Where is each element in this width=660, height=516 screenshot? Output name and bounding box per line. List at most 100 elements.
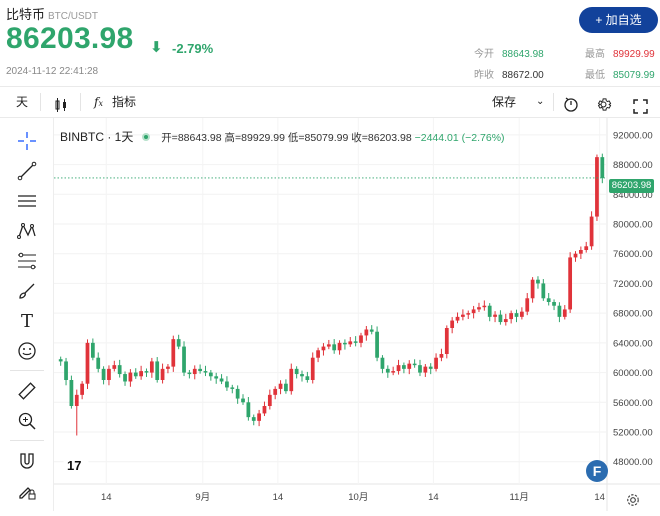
- candle: [423, 364, 428, 377]
- candle: [80, 381, 85, 400]
- candle: [407, 360, 412, 375]
- candle: [262, 401, 267, 417]
- x-tick-label: 14: [101, 492, 112, 503]
- stat-prev-close: 昨收 88672.00: [474, 70, 544, 81]
- timestamp: 2024-11-12 22:41:28: [6, 66, 99, 77]
- candle: [525, 293, 530, 316]
- candle: [69, 375, 74, 409]
- candle: [461, 309, 465, 321]
- chart-toolbar: 天 fx 指标 保存 ⌄: [0, 86, 660, 118]
- candle: [176, 334, 181, 350]
- candle: [182, 341, 186, 377]
- candle: [477, 302, 481, 313]
- magnet-icon[interactable]: [14, 448, 40, 474]
- price-chart[interactable]: 92000.00 88000.00 84000.00 80000.00 76000.00…: [54, 118, 660, 511]
- candle: [541, 279, 546, 301]
- brush-icon[interactable]: [14, 278, 40, 304]
- legend-low: 低=85079.99: [287, 132, 349, 144]
- change-percent: -2.79%: [172, 41, 214, 56]
- candle: [235, 385, 240, 404]
- candle: [353, 336, 358, 347]
- candle: [74, 389, 79, 436]
- y-tick-label: 48000.00: [613, 457, 653, 468]
- tradingview-logo-icon[interactable]: 17: [63, 454, 89, 476]
- y-tick-label: 88000.00: [613, 160, 653, 171]
- last-price-tag: 86203.98: [609, 179, 654, 193]
- y-tick-label: 84000.00: [613, 190, 653, 201]
- candle: [192, 365, 197, 380]
- lock-pencil-icon[interactable]: [14, 478, 40, 504]
- candle: [343, 339, 347, 350]
- indicators-button[interactable]: 指标: [112, 95, 137, 109]
- candle: [310, 352, 315, 384]
- fullscreen-icon[interactable]: [633, 95, 648, 114]
- candle: [139, 365, 143, 380]
- candle: [155, 357, 160, 383]
- candle: [316, 347, 320, 363]
- ruler-icon[interactable]: [14, 378, 40, 404]
- chevron-down-icon[interactable]: ⌄: [536, 96, 545, 107]
- horizontal-lines-icon[interactable]: [14, 188, 40, 214]
- save-button[interactable]: 保存: [492, 95, 517, 109]
- candle: [246, 397, 251, 421]
- candle: [471, 305, 476, 319]
- candle: [112, 360, 117, 372]
- chart-settings-icon[interactable]: [626, 493, 640, 512]
- candle: [493, 311, 497, 323]
- legend-high: 高=89929.99: [224, 132, 285, 144]
- candle: [273, 386, 278, 400]
- pattern-icon[interactable]: [14, 218, 40, 244]
- candle: [578, 246, 583, 259]
- function-icon[interactable]: fx: [94, 95, 103, 109]
- candle: [337, 340, 342, 355]
- candle: [171, 335, 176, 372]
- zoom-in-icon[interactable]: [14, 408, 40, 434]
- legend-close: 收=86203.98: [351, 132, 412, 144]
- candle: [219, 374, 224, 385]
- candle: [332, 339, 337, 354]
- emoji-icon[interactable]: [14, 338, 40, 364]
- x-tick-label: 11月: [510, 492, 529, 503]
- candle: [536, 276, 540, 289]
- alert-icon[interactable]: [563, 94, 580, 112]
- candle: [58, 356, 63, 366]
- candle: [530, 277, 535, 303]
- y-tick-label: 72000.00: [613, 279, 653, 290]
- fib-retracement-icon[interactable]: [14, 248, 40, 274]
- x-tick-label: 14: [428, 492, 439, 503]
- interval-selector[interactable]: 天: [16, 95, 29, 109]
- candle: [498, 310, 503, 325]
- candle: [444, 325, 449, 359]
- y-tick-label: 52000.00: [613, 428, 653, 439]
- candle: [466, 310, 471, 320]
- current-price: 86203.98: [6, 22, 134, 55]
- candle-type-icon[interactable]: [53, 94, 69, 112]
- text-tool-icon[interactable]: T: [20, 310, 33, 332]
- candle: [241, 394, 245, 405]
- pair-title: 比特币 BTC/USDT: [6, 4, 98, 23]
- candle: [385, 365, 390, 378]
- crosshair-icon[interactable]: [14, 128, 40, 154]
- candle: [267, 389, 272, 410]
- brand-f-logo-icon: F: [586, 460, 608, 482]
- candle: [482, 300, 487, 311]
- candle: [208, 369, 213, 381]
- x-tick-label: 14: [273, 492, 284, 503]
- add-watchlist-button[interactable]: + 加自选: [579, 7, 658, 33]
- x-tick-label: 9月: [195, 492, 210, 503]
- candle: [557, 302, 562, 323]
- candle: [278, 380, 283, 395]
- candle: [573, 251, 578, 262]
- settings-gear-icon[interactable]: [595, 94, 612, 112]
- stat-high: 最高 89929.99: [585, 49, 655, 60]
- candle: [123, 371, 127, 386]
- trend-line-icon[interactable]: [14, 158, 40, 184]
- legend-change: −2444.01 (−2.76%): [414, 132, 505, 144]
- candle: [128, 369, 133, 387]
- candlestick-chart-svg[interactable]: 92000.00 88000.00 84000.00 80000.00 76000.00…: [54, 118, 660, 511]
- y-tick-label: 76000.00: [613, 249, 653, 260]
- candle: [595, 154, 599, 221]
- candle: [326, 339, 331, 350]
- candle: [133, 368, 138, 379]
- candle: [214, 372, 219, 384]
